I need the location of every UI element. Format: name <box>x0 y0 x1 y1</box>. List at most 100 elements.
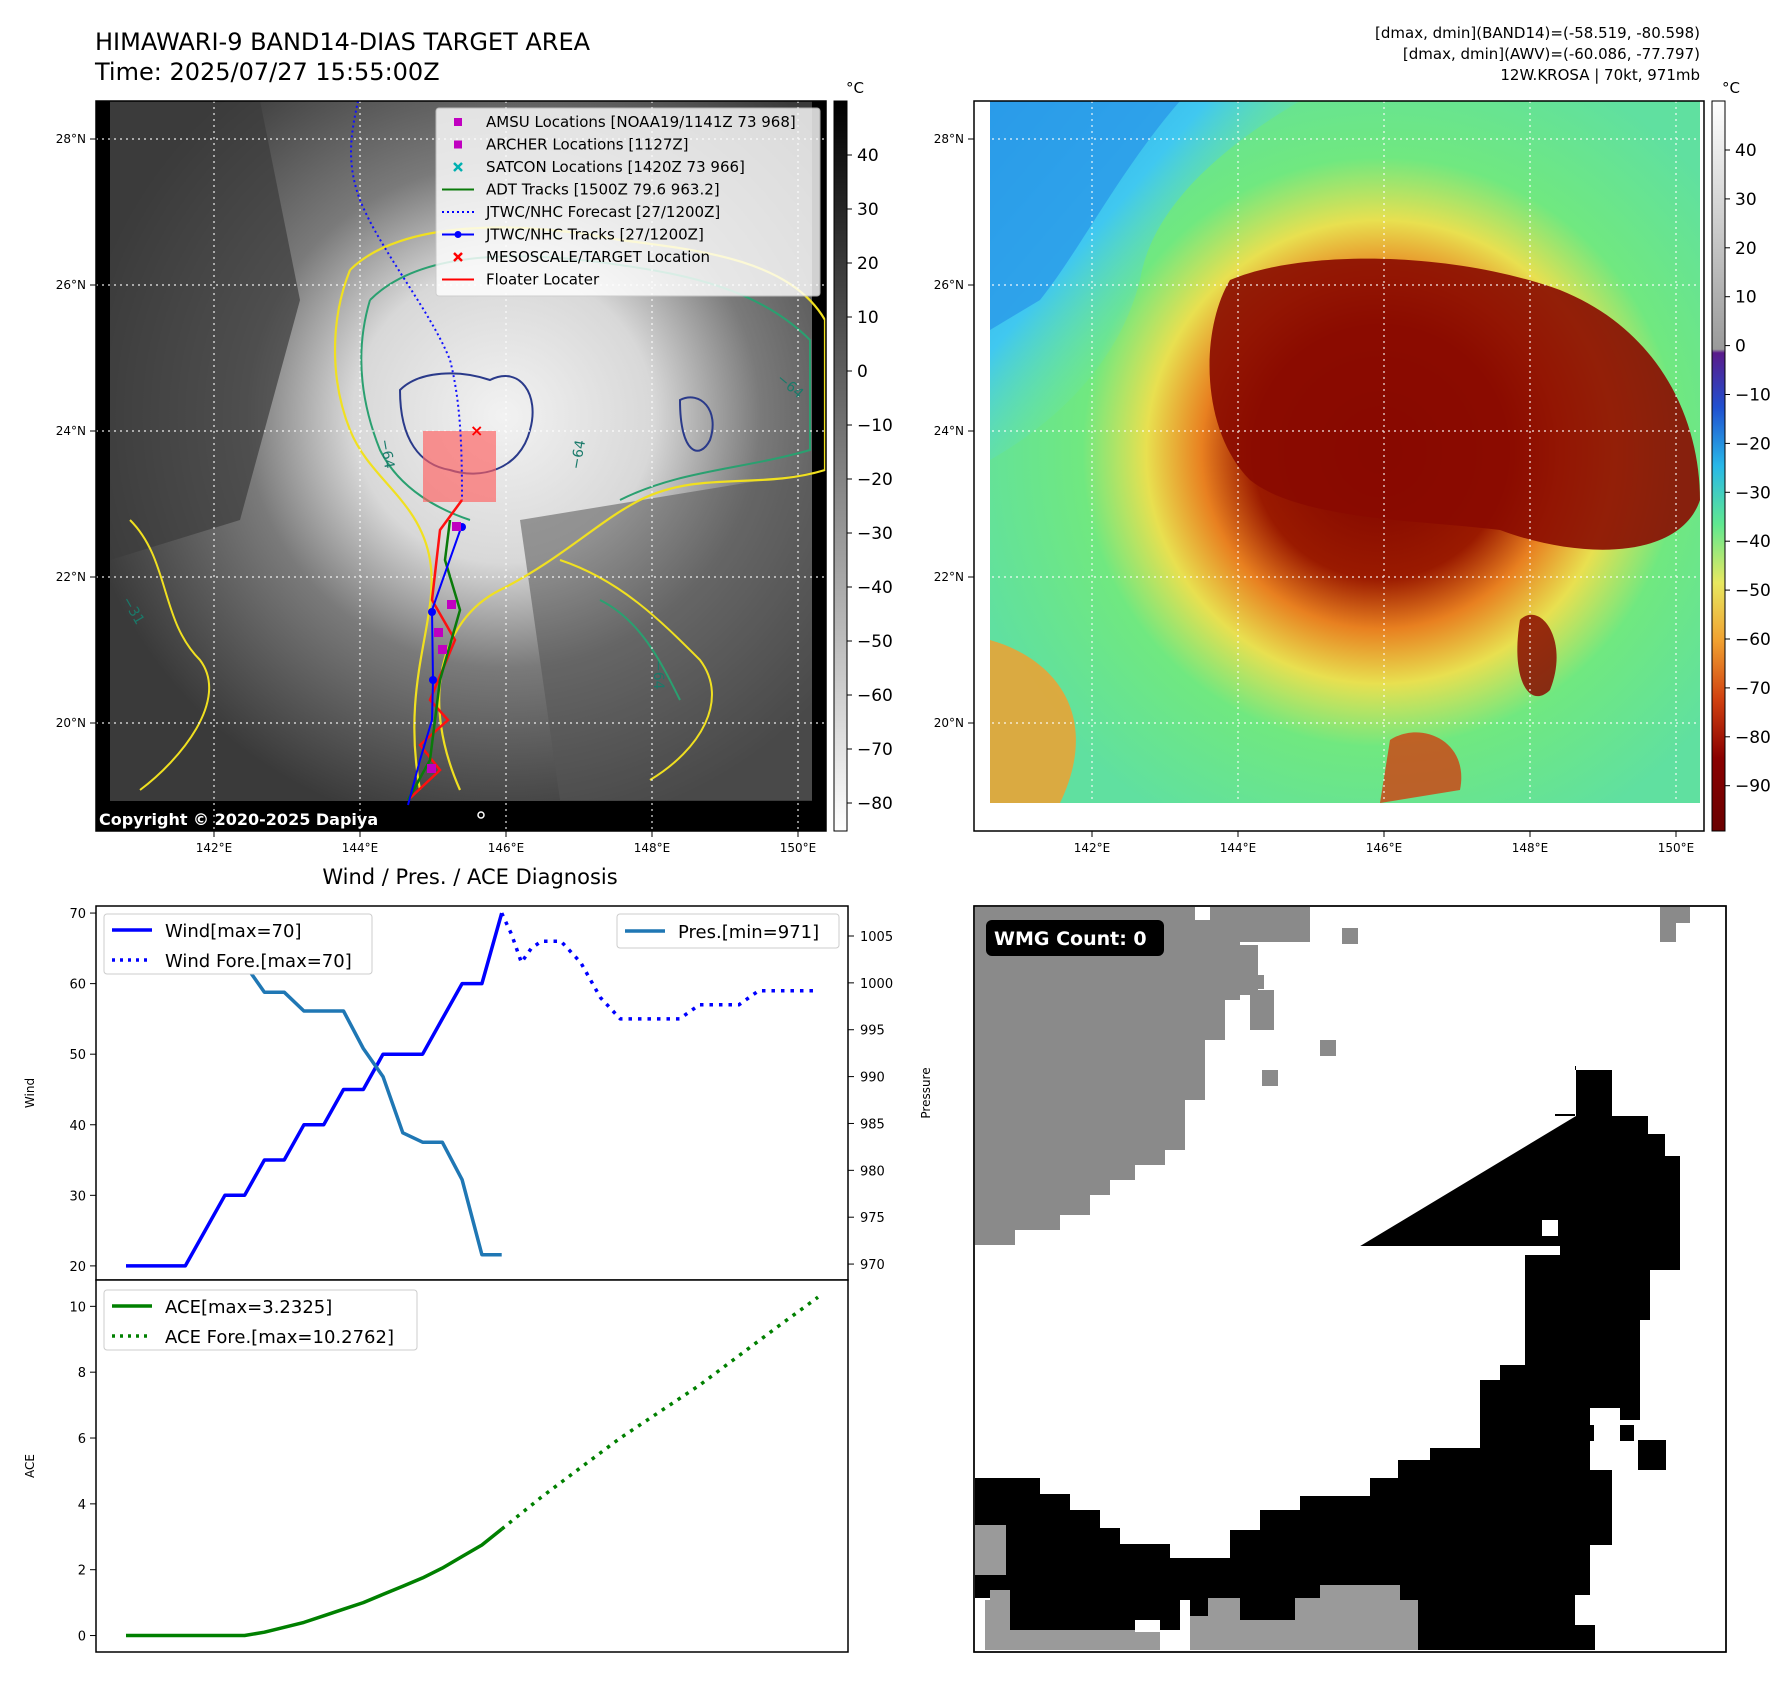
figure-title: HIMAWARI-9 BAND14-DIAS TARGET AREA <box>95 28 591 56</box>
ir-color-map <box>973 100 1705 832</box>
floater-box <box>423 431 496 502</box>
lat-tick-label: 28°N <box>56 132 86 146</box>
colorbar-tick-label: −30 <box>1735 483 1771 503</box>
ace-axis-label: ACE <box>23 1454 37 1478</box>
series-line <box>500 912 818 1021</box>
y-tick-label: 30 <box>69 1189 86 1204</box>
series-line <box>126 912 504 1268</box>
y-tick-label: 40 <box>69 1119 86 1134</box>
colorbar-tick-label: −10 <box>857 416 893 436</box>
contour-label: −64 <box>650 660 666 690</box>
colorbar-unit: °C <box>1722 79 1740 97</box>
stats-awv: [dmax, dmin](AWV)=(-60.086, -77.797) <box>1403 45 1700 63</box>
colorbar-unit: °C <box>846 79 864 97</box>
colorbar-tick-label: −30 <box>857 524 893 544</box>
series-line <box>500 1295 820 1531</box>
y-tick-label: 20 <box>69 1260 86 1275</box>
lon-tick-label: 144°E <box>342 841 379 855</box>
target-marker: × <box>470 421 483 440</box>
y-tick-label: 2 <box>78 1564 86 1579</box>
y-tick-label: 0 <box>78 1630 86 1645</box>
legend-entry: ADT Tracks [1500Z 79.6 963.2] <box>442 181 720 199</box>
wind-legend: Wind[max=70] Wind Fore.[max=70] <box>103 913 373 975</box>
ir-gray-map: × −64 −64 −64 −31 −64 AMSU Locations [NO… <box>95 100 827 832</box>
y-tick-label: 4 <box>78 1498 86 1513</box>
legend-label: JTWC/NHC Tracks [27/1200Z] <box>485 226 704 244</box>
copyright-text: Copyright © 2020-2025 Dapiya <box>99 810 378 829</box>
legend-label: JTWC/NHC Forecast [27/1200Z] <box>485 203 720 221</box>
colorbar-tick-label: −40 <box>1735 532 1771 552</box>
colorbar-tick-label: −80 <box>1735 728 1771 748</box>
colorbar-tick-label: −90 <box>1735 777 1771 797</box>
legend-label: Floater Locater <box>486 271 600 289</box>
y-tick-label: 6 <box>78 1432 86 1447</box>
jtwc-track <box>407 524 463 806</box>
legend-entry: ARCHER Locations [1127Z] <box>454 136 689 154</box>
y-right-tick-label: 985 <box>860 1117 885 1132</box>
archer-markers <box>427 522 461 773</box>
y-right-tick-label: 995 <box>860 1024 885 1039</box>
series-line <box>126 1527 503 1638</box>
y-tick-label: 8 <box>78 1366 86 1381</box>
storm-info: 12W.KROSA | 70kt, 971mb <box>1500 66 1700 84</box>
lat-tick-label: 20°N <box>56 716 86 730</box>
lat-tick-label: 28°N <box>934 132 964 146</box>
color-colorbar: °C 40 30 20 10 0 −10 −20 −30 −40 −50 −60 −70 −80 −90 <box>1711 79 1771 832</box>
colorbar-tick-label: −20 <box>857 470 893 490</box>
contour-label: −64 <box>568 439 589 471</box>
legend-label: ADT Tracks [1500Z 79.6 963.2] <box>486 181 720 199</box>
lat-tick-label: 22°N <box>56 570 86 584</box>
colorbar-tick-label: 0 <box>1735 337 1746 357</box>
lat-tick-label: 26°N <box>934 278 964 292</box>
colorbar-tick-label: −50 <box>1735 581 1771 601</box>
stats-band14: [dmax, dmin](BAND14)=(-58.519, -80.598) <box>1375 24 1700 42</box>
y-tick-label: 50 <box>69 1048 86 1063</box>
colorbar-tick-label: −40 <box>857 578 893 598</box>
legend-entry: SATCON Locations [1420Z 73 966] <box>453 158 745 176</box>
colorbar-tick-label: −60 <box>1735 630 1771 650</box>
y-tick-label: 10 <box>69 1300 86 1315</box>
legend-entry: MESOSCALE/TARGET Location <box>453 248 710 266</box>
legend-wind: Wind[max=70] <box>165 921 302 942</box>
colorbar-tick-label: −60 <box>857 686 893 706</box>
y-right-tick-label: 1000 <box>860 977 893 992</box>
colorbar-tick-label: 20 <box>1735 239 1757 259</box>
colorbar-tick-label: 10 <box>1735 288 1757 308</box>
pressure-legend: Pres.[min=971] <box>616 913 840 949</box>
pressure-axis-label: Pressure <box>919 1067 933 1118</box>
wmg-count-label: WMG Count: 0 <box>994 928 1147 950</box>
lon-tick-label: 144°E <box>1220 841 1257 855</box>
colorbar-tick-label: −50 <box>857 632 893 652</box>
legend-label: SATCON Locations [1420Z 73 966] <box>486 158 745 176</box>
lon-tick-label: 142°E <box>1074 841 1111 855</box>
y-right-tick-label: 980 <box>860 1164 885 1179</box>
figure-time: Time: 2025/07/27 15:55:00Z <box>94 58 440 86</box>
lon-tick-label: 148°E <box>634 841 671 855</box>
colorbar-tick-label: −70 <box>857 740 893 760</box>
lon-tick-label: 150°E <box>780 841 817 855</box>
ace-legend: ACE[max=3.2325] ACE Fore.[max=10.2762] <box>103 1289 418 1351</box>
colorbar-tick-label: 40 <box>857 146 879 166</box>
lon-tick-label: 146°E <box>488 841 525 855</box>
legend-pressure: Pres.[min=971] <box>678 922 819 943</box>
legend-ace: ACE[max=3.2325] <box>165 1297 332 1318</box>
floater-track <box>407 499 464 801</box>
colorbar-tick-label: 20 <box>857 254 879 274</box>
legend-wind-forecast: Wind Fore.[max=70] <box>165 951 352 972</box>
colorbar-tick-label: 30 <box>1735 190 1757 210</box>
colorbar-tick-label: −10 <box>1735 386 1771 406</box>
map-legend: AMSU Locations [NOAA19/1141Z 73 968] ARCH… <box>435 107 821 297</box>
contour-label: −64 <box>376 438 397 470</box>
adt-track <box>406 519 462 801</box>
lon-tick-label: 146°E <box>1366 841 1403 855</box>
lat-tick-label: 24°N <box>934 424 964 438</box>
y-right-tick-label: 1005 <box>860 930 893 945</box>
colorbar-tick-label: −20 <box>1735 434 1771 454</box>
gray-colorbar: °C 40 30 20 10 0 −10 −20 −30 −40 −50 −60 −70 −80 <box>833 79 893 832</box>
lat-tick-label: 26°N <box>56 278 86 292</box>
colorbar-tick-label: −70 <box>1735 679 1771 699</box>
legend-entry: JTWC/NHC Forecast [27/1200Z] <box>442 203 720 221</box>
legend-label: ARCHER Locations [1127Z] <box>486 136 689 154</box>
